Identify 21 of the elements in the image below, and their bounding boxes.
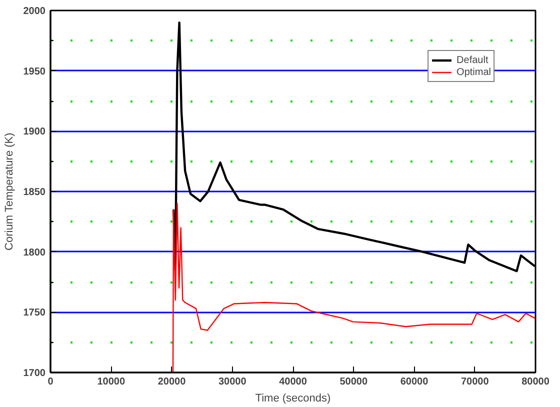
x-tick-label: 60000	[400, 376, 429, 388]
x-tick-label: 30000	[218, 376, 247, 388]
y-tick-label: 1900	[23, 126, 46, 138]
legend-label: Optimal	[456, 66, 491, 78]
y-tick-label: 2000	[23, 6, 46, 17]
y-tick-label: 1850	[23, 187, 46, 198]
x-tick-label: 0	[48, 376, 54, 388]
line-series	[172, 202, 536, 372]
y-axis-title: Corium Temperature (K)	[3, 132, 16, 250]
x-axis-title: Time (seconds)	[255, 392, 331, 404]
x-tick-label: 70000	[460, 376, 490, 388]
y-tick-label: 1800	[23, 247, 46, 258]
x-tick-label: 80000	[522, 376, 550, 388]
y-tick-label: 1750	[23, 308, 46, 319]
y-tick-label: 1950	[23, 66, 46, 78]
y-tick-label: 1700	[23, 368, 46, 379]
x-tick-label: 20000	[158, 376, 186, 388]
x-tick-label: 50000	[340, 376, 368, 388]
legend-label: Default	[456, 54, 488, 66]
x-tick-label: 40000	[279, 376, 308, 388]
x-tick-label: 10000	[97, 376, 126, 388]
